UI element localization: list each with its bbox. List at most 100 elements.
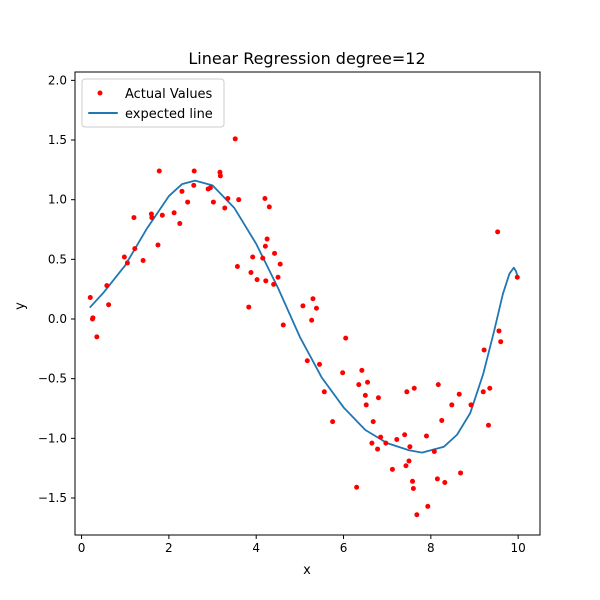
scatter-point-74: [404, 389, 410, 395]
scatter-point-96: [495, 229, 501, 235]
scatter-point-1: [87, 295, 93, 301]
scatter-point-80: [414, 512, 420, 518]
scatter-point-72: [402, 432, 408, 438]
y-tick-label-neg-1_5: −1.5: [38, 491, 67, 505]
scatter-point-81: [423, 433, 429, 439]
scatter-point-65: [370, 419, 376, 425]
scatter-point-82: [425, 503, 431, 509]
scatter-point-39: [262, 243, 268, 249]
x-tick-label-10: 10: [511, 541, 526, 555]
scatter-point-25: [210, 199, 216, 205]
legend-marker-actual-values: [97, 90, 103, 96]
scatter-point-69: [383, 440, 389, 446]
scatter-point-57: [343, 335, 349, 341]
scatter-point-28: [222, 205, 228, 211]
series-line-expected-line: [89, 179, 520, 454]
scatter-point-40: [263, 278, 269, 284]
scatter-point-70: [389, 466, 395, 472]
scatter-point-36: [254, 277, 260, 283]
scatter-point-20: [185, 199, 191, 205]
scatter-point-41: [264, 236, 270, 242]
scatter-point-99: [514, 274, 520, 280]
scatter-point-52: [313, 305, 319, 311]
scatter-point-9: [131, 215, 137, 221]
scatter-point-98: [498, 339, 504, 345]
scatter-point-93: [481, 347, 487, 353]
plot-area: [74, 71, 541, 536]
scatter-point-76: [407, 444, 413, 450]
x-tick-label-6: 6: [340, 541, 348, 555]
scatter-point-58: [354, 484, 360, 490]
scatter-point-8: [124, 260, 130, 266]
scatter-point-68: [378, 434, 384, 440]
scatter-point-84: [434, 476, 440, 482]
y-tick-label-neg-1: −1.0: [38, 431, 67, 445]
scatter-point-45: [275, 274, 281, 280]
scatter-point-21: [191, 182, 197, 188]
scatter-point-78: [410, 485, 416, 491]
scatter-point-51: [310, 296, 316, 302]
scatter-point-22: [191, 168, 197, 174]
scatter-point-85: [435, 382, 441, 388]
y-tick-label-0: 0.0: [48, 312, 67, 326]
y-axis-label: y: [13, 302, 28, 310]
scatter-point-42: [266, 204, 272, 210]
scatter-point-27: [217, 173, 223, 179]
scatter-point-17: [171, 210, 177, 216]
x-axis-label: x: [303, 563, 311, 578]
y-tick-label-0_5: 0.5: [48, 252, 67, 266]
legend-label-actual-values: Actual Values: [125, 87, 213, 102]
scatter-point-83: [431, 448, 437, 454]
scatter-point-87: [442, 479, 448, 485]
scatter-point-35: [250, 254, 256, 260]
scatter-point-5: [104, 283, 110, 289]
scatter-point-77: [410, 478, 416, 484]
y-tick-label-2: 2.0: [48, 73, 67, 87]
legend: Actual Values expected line: [81, 78, 225, 128]
scatter-point-71: [394, 437, 400, 443]
plot-frame: [74, 71, 541, 536]
x-tick-label-2: 2: [165, 541, 173, 555]
legend-box: [81, 78, 225, 128]
scatter-point-32: [236, 197, 242, 203]
scatter-point-94: [485, 422, 491, 428]
scatter-point-6: [106, 302, 112, 308]
scatter-point-31: [234, 264, 240, 270]
scatter-point-16: [159, 212, 165, 218]
scatter-point-60: [359, 367, 365, 373]
scatter-point-63: [365, 379, 371, 385]
x-tick-label-4: 4: [252, 541, 260, 555]
scatter-point-50: [309, 317, 315, 323]
scatter-point-29: [225, 195, 231, 201]
scatter-point-18: [177, 221, 183, 227]
scatter-point-30: [232, 136, 238, 142]
scatter-point-75: [406, 458, 412, 464]
scatter-point-79: [411, 385, 417, 391]
scatter-point-92: [480, 389, 486, 395]
scatter-point-53: [317, 361, 323, 367]
axis-ticks: 0 2 4 6 8 10 −1.5 −1.0 −0.5 0.0 0.5 1.0 1.5 2.0: [38, 73, 526, 555]
scatter-point-14: [155, 242, 161, 248]
scatter-point-33: [246, 304, 252, 310]
scatter-point-88: [449, 402, 455, 408]
scatter-point-7: [121, 254, 127, 260]
scatter-point-10: [132, 246, 138, 252]
scatter-point-90: [458, 470, 464, 476]
scatter-point-61: [362, 392, 368, 398]
scatter-point-97: [496, 328, 502, 334]
scatter-point-91: [468, 402, 474, 408]
y-tick-label-neg-0_5: −0.5: [38, 372, 67, 386]
scatter-point-48: [300, 303, 306, 309]
scatter-point-13: [149, 215, 155, 221]
scatter-point-47: [280, 322, 286, 328]
scatter-point-64: [369, 440, 375, 446]
scatter-point-46: [277, 261, 283, 267]
scatter-point-62: [363, 402, 369, 408]
scatter-point-73: [403, 463, 409, 469]
scatter-point-55: [330, 419, 336, 425]
scatter-point-19: [179, 188, 185, 194]
plot-background: [75, 72, 540, 535]
scatter-point-4: [94, 334, 100, 340]
legend-label-expected-line: expected line: [125, 107, 213, 122]
